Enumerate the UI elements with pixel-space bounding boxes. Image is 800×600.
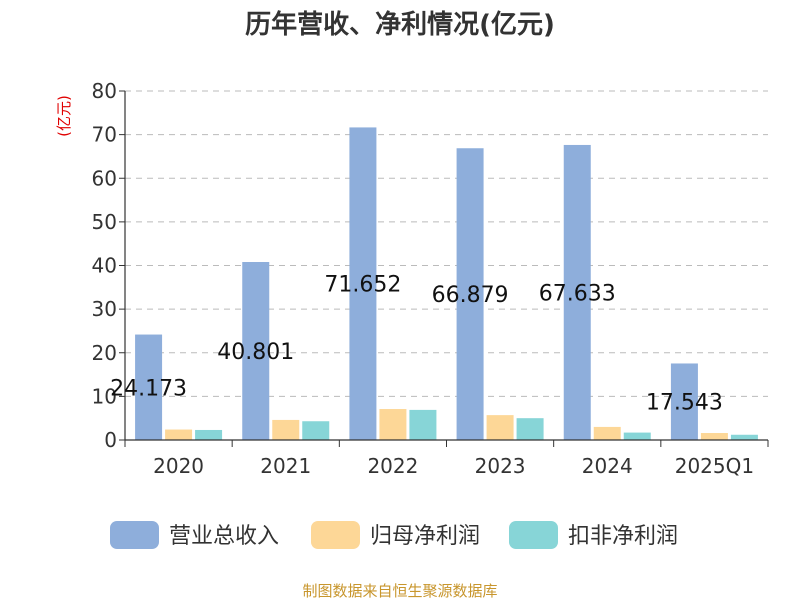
bar-3-2024	[623, 432, 651, 440]
legend-label: 归母净利润	[370, 524, 480, 549]
grid-lines	[125, 90, 768, 397]
y-axis-label: (亿元)	[55, 95, 73, 137]
y-tick-label: 10	[92, 384, 117, 408]
data-label: 17.543	[646, 391, 723, 416]
bar-3-2020	[195, 429, 223, 440]
bar-1-2021	[242, 262, 270, 440]
bar-3-2021	[302, 421, 330, 440]
bar-2-2020	[165, 429, 193, 440]
y-axis-ticks: 0 10 20 30 40 50 60 70 80	[92, 79, 125, 452]
bar-3-2022	[409, 409, 437, 440]
legend-swatch	[110, 521, 159, 549]
data-label: 71.652	[324, 273, 401, 298]
bar-2-2021	[272, 419, 300, 440]
y-tick-label: 0	[104, 428, 117, 452]
x-tick-label: 2024	[582, 454, 633, 478]
data-label: 67.633	[539, 281, 616, 306]
y-tick-label: 50	[92, 210, 117, 234]
bar-2-2023	[486, 415, 514, 440]
y-tick-label: 60	[92, 166, 117, 190]
bar-1-2025Q1	[670, 363, 698, 440]
data-label: 66.879	[432, 283, 509, 308]
bar-3-2023	[516, 418, 544, 440]
source-note: 制图数据来自恒生聚源数据库	[302, 582, 497, 600]
x-tick-label: 2021	[260, 454, 311, 478]
data-label: 40.801	[217, 340, 294, 365]
legend-swatch	[509, 521, 558, 549]
y-tick-label: 40	[92, 254, 117, 278]
bar-1-2020	[135, 334, 163, 440]
bar-2-2022	[379, 409, 407, 440]
x-tick-label: 2020	[153, 454, 204, 478]
x-tick-label: 2023	[475, 454, 526, 478]
x-tick-label: 2025Q1	[675, 454, 754, 478]
legend-label: 营业总收入	[169, 524, 279, 549]
legend-swatch	[311, 521, 360, 549]
y-tick-label: 30	[92, 297, 117, 321]
legend-label: 扣非净利润	[568, 524, 678, 549]
chart-title: 历年营收、净利情况(亿元)	[245, 9, 555, 40]
y-tick-label: 20	[92, 341, 117, 365]
bars	[135, 127, 758, 440]
data-labels: 24.173 40.801 71.652 66.879 67.633 17.543	[110, 273, 723, 416]
bar-2-2025Q1	[700, 433, 728, 440]
bar-1-2022	[349, 127, 377, 440]
data-label: 24.173	[110, 376, 187, 401]
y-tick-label: 70	[92, 123, 117, 147]
bar-1-2024	[563, 144, 591, 440]
x-tick-label: 2022	[367, 454, 418, 478]
x-axis-ticks: 2020 2021 2022 2023 2024 2025Q1	[124, 440, 769, 478]
bar-3-2025Q1	[730, 434, 758, 440]
legend: 营业总收入 归母净利润 扣非净利润	[110, 521, 678, 549]
bar-2-2024	[593, 426, 621, 440]
bar-1-2023	[456, 148, 484, 440]
y-tick-label: 80	[92, 79, 117, 103]
